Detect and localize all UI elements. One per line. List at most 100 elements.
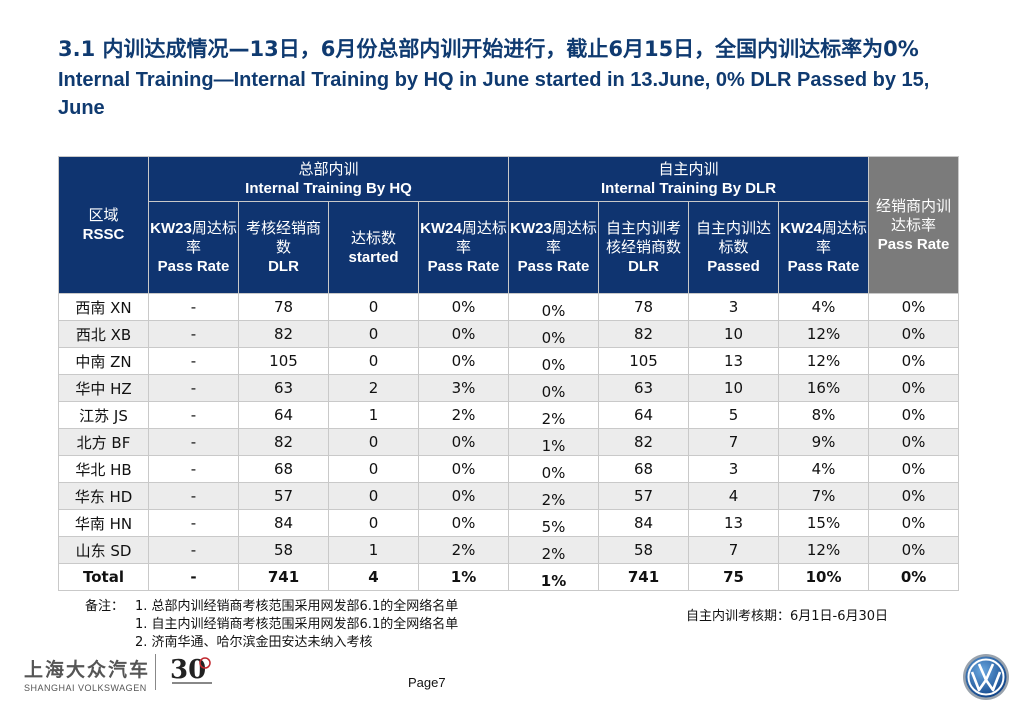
value-cell: - (148, 563, 239, 591)
value-cell: 0 (328, 509, 419, 537)
notes: 备注： 1. 总部内训经销商考核范围采用网发部6.1的全网络名单 1. 自主内训… (85, 598, 458, 652)
value-cell: 0% (868, 482, 960, 510)
value-cell: 0% (868, 563, 960, 591)
table-row: 中南 ZN -105 0 0% 0% 105 13 12% 0% (58, 347, 960, 375)
title-english: Internal Training—Internal Training by H… (58, 69, 930, 119)
value-cell: 0 (328, 320, 419, 348)
value-cell: 0% (417, 293, 510, 321)
region-cell: 华南 HN (58, 509, 149, 537)
value-cell: 4% (778, 293, 870, 321)
value-cell: 0% (868, 293, 960, 321)
table-row: 华中 HZ -63 2 3% 0% 63 10 16% 0% (58, 374, 960, 402)
value-cell: 63 (238, 374, 329, 402)
table-row: 山东 SD -58 1 2% 2% 58 7 12% 0% (58, 536, 960, 564)
region-cell: 山东 SD (58, 536, 149, 564)
value-cell: 2% (508, 401, 600, 429)
value-cell: 0% (508, 374, 600, 402)
value-cell: 1% (508, 428, 600, 456)
region-cell: 西南 XN (58, 293, 149, 321)
value-cell: 0% (417, 509, 510, 537)
subheader-cell: KW24周达标率 Pass Rate (778, 201, 870, 294)
value-cell: 82 (598, 320, 690, 348)
value-cell: 0% (417, 347, 510, 375)
value-cell: 5 (688, 401, 780, 429)
header-region: 区域 RSSC (58, 156, 149, 294)
value-cell: 0 (328, 455, 419, 483)
value-cell: - (148, 536, 239, 564)
value-cell: 0% (508, 320, 600, 348)
value-cell: 4 (688, 482, 780, 510)
value-cell: 0% (508, 455, 600, 483)
value-cell: 105 (598, 347, 690, 375)
value-cell: 82 (598, 428, 690, 456)
value-cell: 741 (598, 563, 690, 591)
value-cell: 13 (688, 509, 780, 537)
table-row: 北方 BF -82 0 0% 1% 82 7 9% 0% (58, 428, 960, 456)
value-cell: 2% (417, 401, 510, 429)
value-cell: 7% (778, 482, 870, 510)
value-cell: 12% (778, 536, 870, 564)
value-cell: 10% (778, 563, 870, 591)
value-cell: 0 (328, 293, 419, 321)
vw-logo-icon (963, 654, 1009, 700)
value-cell: 1 (328, 536, 419, 564)
value-cell: - (148, 482, 239, 510)
value-cell: 4 (328, 563, 419, 591)
value-cell: 7 (688, 536, 780, 564)
region-cell: 西北 XB (58, 320, 149, 348)
value-cell: 58 (598, 536, 690, 564)
value-cell: 10 (688, 320, 780, 348)
value-cell: 2% (508, 536, 600, 564)
note-line: 1. 自主内训经销商考核范围采用网发部6.1的全网络名单 (135, 617, 459, 632)
title-chinese: 3.1 内训达成情况—13日，6月份总部内训开始进行，截止6月15日，全国内训达… (58, 37, 919, 61)
value-cell: 0% (508, 293, 600, 321)
value-cell: 5% (508, 509, 600, 537)
value-cell: 64 (238, 401, 329, 429)
30th-anniversary-logo: 30 (170, 655, 212, 685)
value-cell: 64 (598, 401, 690, 429)
value-cell: 2 (328, 374, 419, 402)
value-cell: 8% (778, 401, 870, 429)
value-cell: 3 (688, 455, 780, 483)
value-cell: 0% (417, 455, 510, 483)
value-cell: 741 (238, 563, 329, 591)
value-cell: 57 (238, 482, 329, 510)
subheader-cell: 达标数 started (328, 201, 419, 294)
value-cell: 13 (688, 347, 780, 375)
value-cell: 0% (868, 401, 960, 429)
value-cell: 0% (868, 509, 960, 537)
value-cell: 0% (868, 455, 960, 483)
region-cell: Total (58, 563, 149, 591)
region-cell: 华东 HD (58, 482, 149, 510)
page-number: Page7 (408, 675, 446, 690)
value-cell: 105 (238, 347, 329, 375)
value-cell: 84 (238, 509, 329, 537)
value-cell: - (148, 509, 239, 537)
value-cell: 16% (778, 374, 870, 402)
header-dlr-group: 自主内训 Internal Training By DLR (508, 156, 870, 202)
assessment-period: 自主内训考核期：6月1日-6月30日 (686, 609, 889, 624)
value-cell: 3 (688, 293, 780, 321)
value-cell: - (148, 374, 239, 402)
value-cell: 12% (778, 347, 870, 375)
value-cell: 58 (238, 536, 329, 564)
table-row: 华北 HB -68 0 0% 0% 68 3 4% 0% (58, 455, 960, 483)
value-cell: 7 (688, 428, 780, 456)
subheader-cell: 考核经销商数 DLR (238, 201, 329, 294)
notes-label: 备注： (85, 599, 125, 614)
value-cell: 78 (598, 293, 690, 321)
value-cell: 0 (328, 482, 419, 510)
value-cell: 0% (868, 347, 960, 375)
brand-chinese: 上海大众汽车 (24, 659, 151, 681)
slide-title: 3.1 内训达成情况—13日，6月份总部内训开始进行，截止6月15日，全国内训达… (58, 34, 978, 122)
value-cell: 4% (778, 455, 870, 483)
subheader-cell: KW23周达标率 Pass Rate (148, 201, 239, 294)
subheader-cell: 自主内训达标数 Passed (688, 201, 780, 294)
table-row: 华南 HN -84 0 0% 5% 84 13 15% 0% (58, 509, 960, 537)
table-row: 西北 XB -82 0 0% 0% 82 10 12% 0% (58, 320, 960, 348)
training-table: 区域 RSSC 总部内训 Internal Training By HQ 自主内训 I… (58, 156, 960, 591)
region-cell: 中南 ZN (58, 347, 149, 375)
subheader-cell: KW24周达标率 Pass Rate (417, 201, 510, 294)
value-cell: 15% (778, 509, 870, 537)
value-cell: 1% (508, 563, 600, 591)
